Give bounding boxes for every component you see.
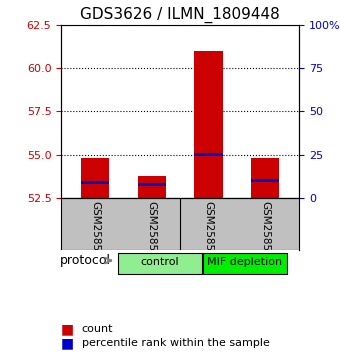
Bar xyxy=(251,158,279,198)
Bar xyxy=(81,181,109,184)
Text: protocol: protocol xyxy=(60,254,111,267)
Text: MIF depletion: MIF depletion xyxy=(207,257,282,267)
Text: count: count xyxy=(82,324,113,334)
Bar xyxy=(251,179,279,182)
FancyBboxPatch shape xyxy=(203,253,287,274)
Bar xyxy=(81,158,109,198)
FancyBboxPatch shape xyxy=(118,253,202,274)
Bar xyxy=(194,154,223,156)
Text: control: control xyxy=(141,257,179,267)
Bar xyxy=(194,51,223,198)
Bar xyxy=(138,183,166,185)
Text: GSM258517: GSM258517 xyxy=(147,201,157,264)
Text: ■: ■ xyxy=(61,336,74,350)
Bar xyxy=(138,176,166,198)
Text: GSM258530: GSM258530 xyxy=(260,201,270,264)
Text: ■: ■ xyxy=(61,322,74,336)
Text: percentile rank within the sample: percentile rank within the sample xyxy=(82,338,270,348)
Text: GSM258516: GSM258516 xyxy=(90,201,100,264)
Text: GSM258515: GSM258515 xyxy=(204,201,214,264)
Title: GDS3626 / ILMN_1809448: GDS3626 / ILMN_1809448 xyxy=(80,7,280,23)
